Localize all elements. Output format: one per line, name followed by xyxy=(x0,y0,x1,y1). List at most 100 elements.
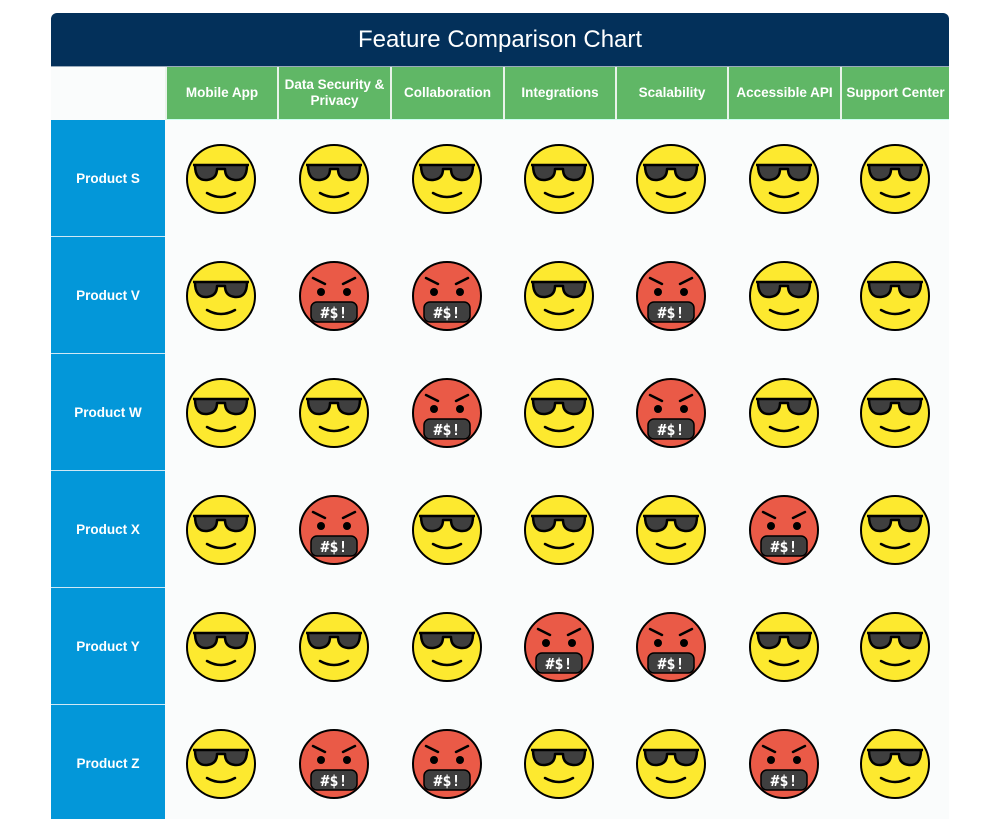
rating-cell xyxy=(727,354,840,471)
rating-cell: #$! xyxy=(277,471,390,588)
rating-cell xyxy=(390,588,503,705)
rating-cell xyxy=(165,120,277,237)
smiling-face-with-sunglasses-icon xyxy=(298,611,369,682)
smiling-face-with-sunglasses-icon xyxy=(636,143,706,214)
smiling-face-with-sunglasses-icon xyxy=(298,143,369,214)
angry-symbols: #$! xyxy=(657,304,684,322)
smiling-face-with-sunglasses-icon xyxy=(748,143,819,214)
face-with-symbols-on-mouth-icon: #$! xyxy=(748,728,819,799)
product-header: Product S xyxy=(51,120,165,237)
rating-cell xyxy=(277,120,390,237)
smiling-face-with-sunglasses-icon xyxy=(636,728,706,799)
comparison-grid: Mobile App Data Security & Privacy Collabo… xyxy=(51,67,949,819)
feature-header: Data Security & Privacy xyxy=(277,67,390,120)
product-header: Product Y xyxy=(51,588,165,705)
rating-cell xyxy=(165,588,277,705)
smiling-face-with-sunglasses-icon xyxy=(186,728,256,799)
smiling-face-with-sunglasses-icon xyxy=(524,494,594,565)
feature-header: Integrations xyxy=(503,67,615,120)
rating-cell xyxy=(727,120,840,237)
angry-symbols: #$! xyxy=(770,772,797,790)
rating-cell: #$! xyxy=(390,354,503,471)
rating-cell: #$! xyxy=(277,237,390,354)
rating-cell xyxy=(277,588,390,705)
product-header: Product X xyxy=(51,471,165,588)
angry-symbols: #$! xyxy=(433,304,460,322)
face-with-symbols-on-mouth-icon: #$! xyxy=(411,377,482,448)
smiling-face-with-sunglasses-icon xyxy=(859,728,930,799)
smiling-face-with-sunglasses-icon xyxy=(748,260,819,331)
rating-cell xyxy=(503,471,615,588)
rating-cell xyxy=(840,705,949,819)
smiling-face-with-sunglasses-icon xyxy=(748,377,819,448)
rating-cell: #$! xyxy=(615,354,727,471)
rating-cell xyxy=(615,471,727,588)
smiling-face-with-sunglasses-icon xyxy=(636,494,706,565)
product-header: Product W xyxy=(51,354,165,471)
face-with-symbols-on-mouth-icon: #$! xyxy=(411,260,482,331)
smiling-face-with-sunglasses-icon xyxy=(411,611,482,682)
rating-cell xyxy=(840,471,949,588)
smiling-face-with-sunglasses-icon xyxy=(859,611,930,682)
rating-cell xyxy=(390,471,503,588)
smiling-face-with-sunglasses-icon xyxy=(524,143,594,214)
angry-symbols: #$! xyxy=(770,538,797,556)
feature-header: Mobile App xyxy=(165,67,277,120)
face-with-symbols-on-mouth-icon: #$! xyxy=(524,611,594,682)
angry-symbols: #$! xyxy=(320,772,347,790)
angry-symbols: #$! xyxy=(320,304,347,322)
angry-symbols: #$! xyxy=(545,655,572,673)
rating-cell xyxy=(390,120,503,237)
smiling-face-with-sunglasses-icon xyxy=(186,377,256,448)
face-with-symbols-on-mouth-icon: #$! xyxy=(298,728,369,799)
rating-cell xyxy=(503,120,615,237)
rating-cell xyxy=(615,120,727,237)
rating-cell xyxy=(503,237,615,354)
smiling-face-with-sunglasses-icon xyxy=(859,494,930,565)
rating-cell xyxy=(503,354,615,471)
smiling-face-with-sunglasses-icon xyxy=(524,260,594,331)
face-with-symbols-on-mouth-icon: #$! xyxy=(411,728,482,799)
rating-cell xyxy=(840,588,949,705)
rating-cell: #$! xyxy=(390,237,503,354)
smiling-face-with-sunglasses-icon xyxy=(524,728,594,799)
product-header: Product V xyxy=(51,237,165,354)
rating-cell: #$! xyxy=(615,237,727,354)
feature-header: Collaboration xyxy=(390,67,503,120)
feature-header: Scalability xyxy=(615,67,727,120)
smiling-face-with-sunglasses-icon xyxy=(859,377,930,448)
smiling-face-with-sunglasses-icon xyxy=(186,611,256,682)
rating-cell xyxy=(615,705,727,819)
rating-cell xyxy=(165,354,277,471)
smiling-face-with-sunglasses-icon xyxy=(186,143,256,214)
smiling-face-with-sunglasses-icon xyxy=(859,260,930,331)
smiling-face-with-sunglasses-icon xyxy=(859,143,930,214)
corner-cell xyxy=(51,67,165,120)
feature-header: Accessible API xyxy=(727,67,840,120)
rating-cell: #$! xyxy=(727,705,840,819)
smiling-face-with-sunglasses-icon xyxy=(411,143,482,214)
angry-symbols: #$! xyxy=(320,538,347,556)
product-header: Product Z xyxy=(51,705,165,819)
face-with-symbols-on-mouth-icon: #$! xyxy=(636,611,706,682)
rating-cell: #$! xyxy=(727,471,840,588)
rating-cell xyxy=(727,237,840,354)
angry-symbols: #$! xyxy=(657,421,684,439)
feature-header: Support Center xyxy=(840,67,949,120)
rating-cell xyxy=(277,354,390,471)
comparison-card: Feature Comparison Chart Mobile App Data … xyxy=(51,13,949,819)
rating-cell xyxy=(165,471,277,588)
rating-cell xyxy=(165,705,277,819)
smiling-face-with-sunglasses-icon xyxy=(524,377,594,448)
face-with-symbols-on-mouth-icon: #$! xyxy=(636,377,706,448)
rating-cell: #$! xyxy=(277,705,390,819)
smiling-face-with-sunglasses-icon xyxy=(186,260,256,331)
smiling-face-with-sunglasses-icon xyxy=(298,377,369,448)
angry-symbols: #$! xyxy=(433,421,460,439)
rating-cell xyxy=(165,237,277,354)
face-with-symbols-on-mouth-icon: #$! xyxy=(748,494,819,565)
face-with-symbols-on-mouth-icon: #$! xyxy=(636,260,706,331)
rating-cell: #$! xyxy=(503,588,615,705)
angry-symbols: #$! xyxy=(657,655,684,673)
smiling-face-with-sunglasses-icon xyxy=(411,494,482,565)
